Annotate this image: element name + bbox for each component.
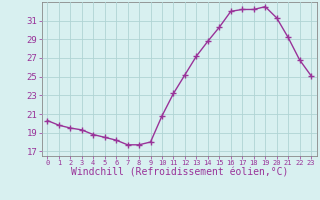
- X-axis label: Windchill (Refroidissement éolien,°C): Windchill (Refroidissement éolien,°C): [70, 168, 288, 178]
